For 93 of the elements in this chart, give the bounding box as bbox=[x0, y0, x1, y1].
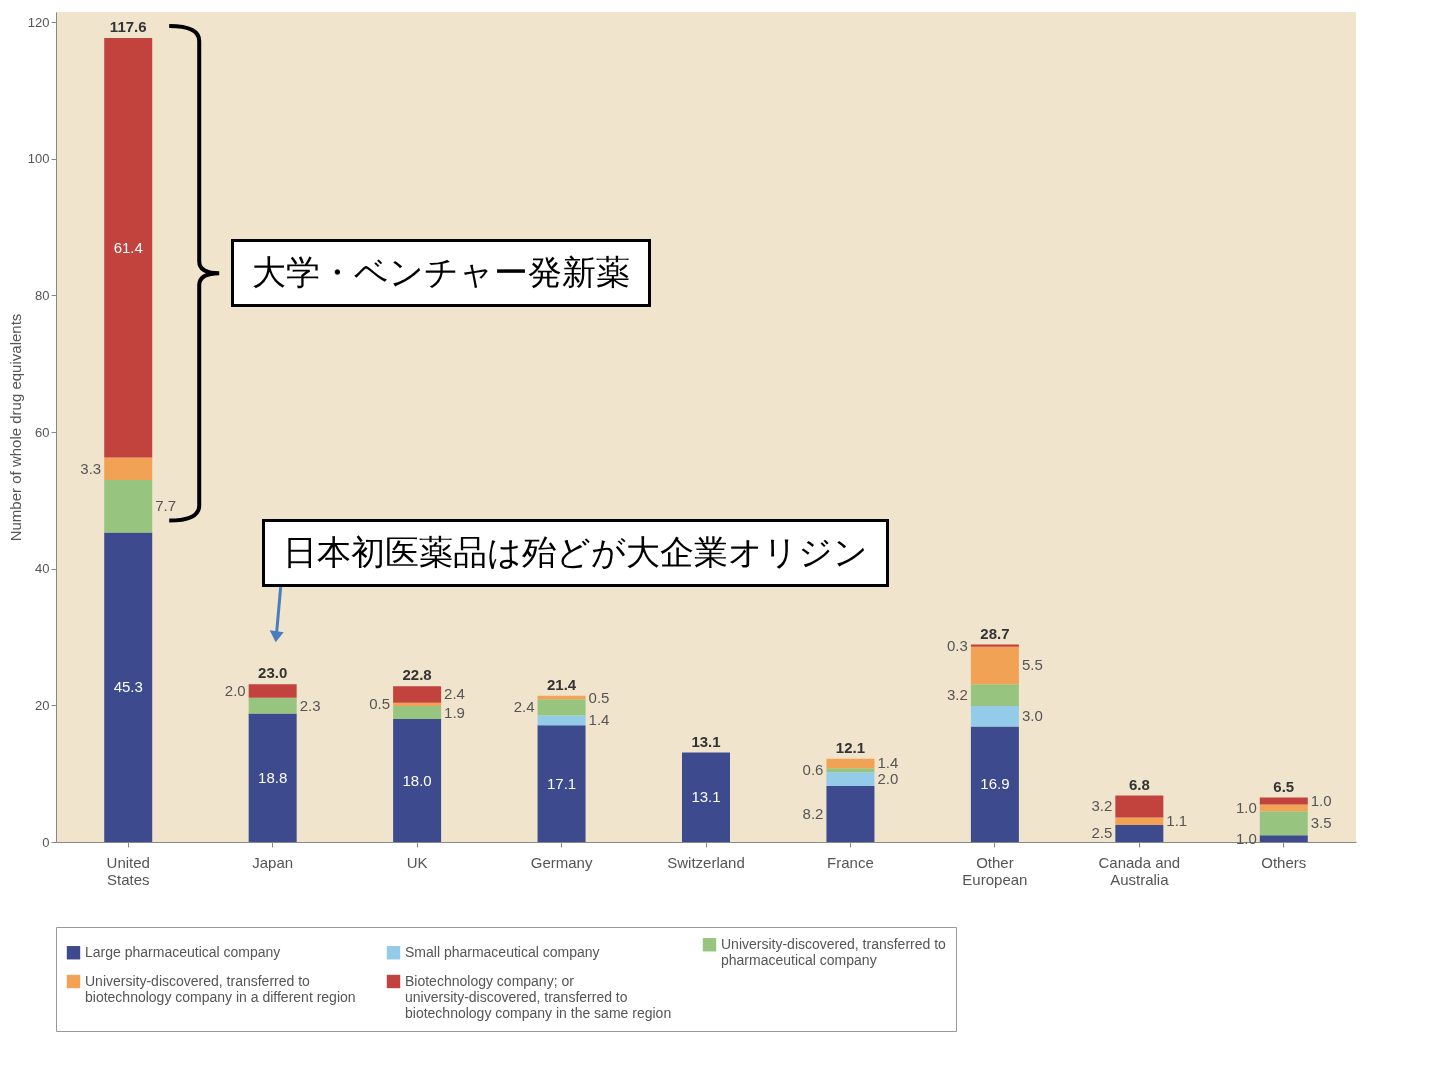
bar bbox=[104, 479, 153, 533]
bar bbox=[970, 726, 1019, 842]
bar bbox=[393, 706, 442, 720]
total-label: 6.8 bbox=[1128, 775, 1150, 793]
bar bbox=[104, 457, 153, 480]
bar bbox=[826, 768, 875, 773]
bar bbox=[104, 532, 153, 842]
y-tick-label: 40 bbox=[35, 561, 50, 577]
data-label: 0.5 bbox=[588, 688, 610, 706]
y-tick-label: 100 bbox=[27, 151, 50, 167]
data-label: 18.8 bbox=[258, 768, 288, 786]
bar bbox=[826, 785, 875, 842]
data-label: 1.1 bbox=[1166, 812, 1188, 830]
x-tick-label: Switzerland bbox=[667, 853, 745, 871]
total-label: 6.5 bbox=[1273, 777, 1295, 795]
bar bbox=[104, 37, 153, 458]
bar bbox=[393, 686, 442, 703]
total-label: 28.7 bbox=[980, 624, 1010, 642]
bar bbox=[826, 772, 875, 786]
legend-label: Biotechnology company; or university-discovered, transferred to biotechnology company in the same region bbox=[405, 972, 672, 1021]
data-label: 16.9 bbox=[980, 775, 1010, 793]
bar bbox=[1115, 824, 1164, 842]
annotation: 日本初医薬品は殆どが大企業オリジン bbox=[261, 519, 889, 588]
bar bbox=[248, 713, 297, 842]
data-label: 2.0 bbox=[877, 770, 899, 788]
x-tick-label: France bbox=[827, 853, 874, 871]
y-tick-label: 60 bbox=[35, 424, 50, 440]
x-tick-label: Other European bbox=[962, 853, 1028, 888]
x-tick-label: United States bbox=[106, 853, 150, 888]
data-label: 1.0 bbox=[1310, 792, 1332, 810]
data-label: 1.4 bbox=[877, 754, 899, 772]
x-tick-label: Canada and Australia bbox=[1098, 853, 1181, 888]
total-label: 22.8 bbox=[402, 666, 432, 684]
x-tick-label: Others bbox=[1261, 853, 1307, 871]
bar bbox=[248, 684, 297, 698]
bar bbox=[1259, 804, 1308, 812]
data-label: 2.4 bbox=[444, 685, 465, 703]
x-tick-label: Japan bbox=[252, 853, 294, 871]
data-label: 3.2 bbox=[1091, 797, 1113, 815]
data-label: 3.2 bbox=[947, 686, 968, 704]
y-tick-label: 0 bbox=[42, 834, 50, 850]
legend-label: Large pharmaceutical company bbox=[85, 943, 281, 960]
data-label: 2.4 bbox=[513, 698, 535, 716]
data-label: 5.5 bbox=[1021, 656, 1043, 674]
total-label: 13.1 bbox=[691, 732, 721, 750]
data-label: 0.5 bbox=[369, 695, 391, 713]
y-tick-label: 20 bbox=[35, 697, 50, 713]
data-label: 17.1 bbox=[546, 774, 577, 792]
data-label: 2.5 bbox=[1091, 824, 1113, 842]
bar bbox=[537, 725, 586, 842]
data-label: 8.2 bbox=[802, 804, 824, 822]
total-label: 21.4 bbox=[546, 675, 577, 693]
data-label: 3.0 bbox=[1021, 707, 1043, 725]
total-label: 117.6 bbox=[109, 17, 147, 35]
data-label: 61.4 bbox=[113, 238, 143, 256]
y-tick-label: 120 bbox=[27, 14, 50, 30]
total-label: 12.1 bbox=[835, 738, 866, 756]
bar bbox=[682, 752, 730, 842]
bar bbox=[537, 699, 586, 716]
x-tick-label: Germany bbox=[530, 853, 593, 871]
data-label: 1.0 bbox=[1235, 798, 1257, 816]
bar bbox=[248, 697, 297, 714]
data-label: 3.3 bbox=[80, 459, 102, 477]
legend-label: University-discovered, transferred to pharmaceutical company bbox=[721, 935, 947, 968]
bar bbox=[1115, 795, 1164, 818]
legend-label: University-discovered, transferred to biotechnology company in a different region bbox=[85, 972, 356, 1005]
bar bbox=[1259, 811, 1308, 836]
data-label: 0.3 bbox=[947, 636, 968, 654]
y-axis-title: Number of whole drug equivalents bbox=[6, 313, 24, 542]
bar bbox=[970, 706, 1019, 727]
data-label: 1.4 bbox=[588, 711, 610, 729]
total-label: 23.0 bbox=[258, 664, 288, 682]
bar bbox=[970, 684, 1019, 707]
bar bbox=[970, 644, 1019, 647]
bar bbox=[1259, 835, 1308, 842]
legend-label: Small pharmaceutical company bbox=[405, 943, 600, 960]
data-label: 7.7 bbox=[155, 497, 177, 515]
bar bbox=[826, 758, 875, 769]
bar bbox=[537, 715, 586, 726]
data-label: 3.5 bbox=[1310, 814, 1332, 832]
bar bbox=[1115, 817, 1164, 825]
data-label: 2.3 bbox=[299, 696, 321, 714]
annotation: 大学・ベンチャー発新薬 bbox=[231, 239, 652, 308]
data-label: 0.6 bbox=[802, 761, 824, 779]
y-tick-label: 80 bbox=[35, 288, 50, 303]
data-label: 45.3 bbox=[113, 678, 143, 696]
data-label: 13.1 bbox=[691, 788, 721, 806]
data-label: 2.0 bbox=[224, 682, 246, 700]
x-tick-label: UK bbox=[406, 853, 428, 871]
data-label: 1.9 bbox=[444, 703, 465, 721]
bar bbox=[393, 719, 442, 842]
bar bbox=[970, 646, 1019, 685]
data-label: 18.0 bbox=[402, 771, 432, 789]
